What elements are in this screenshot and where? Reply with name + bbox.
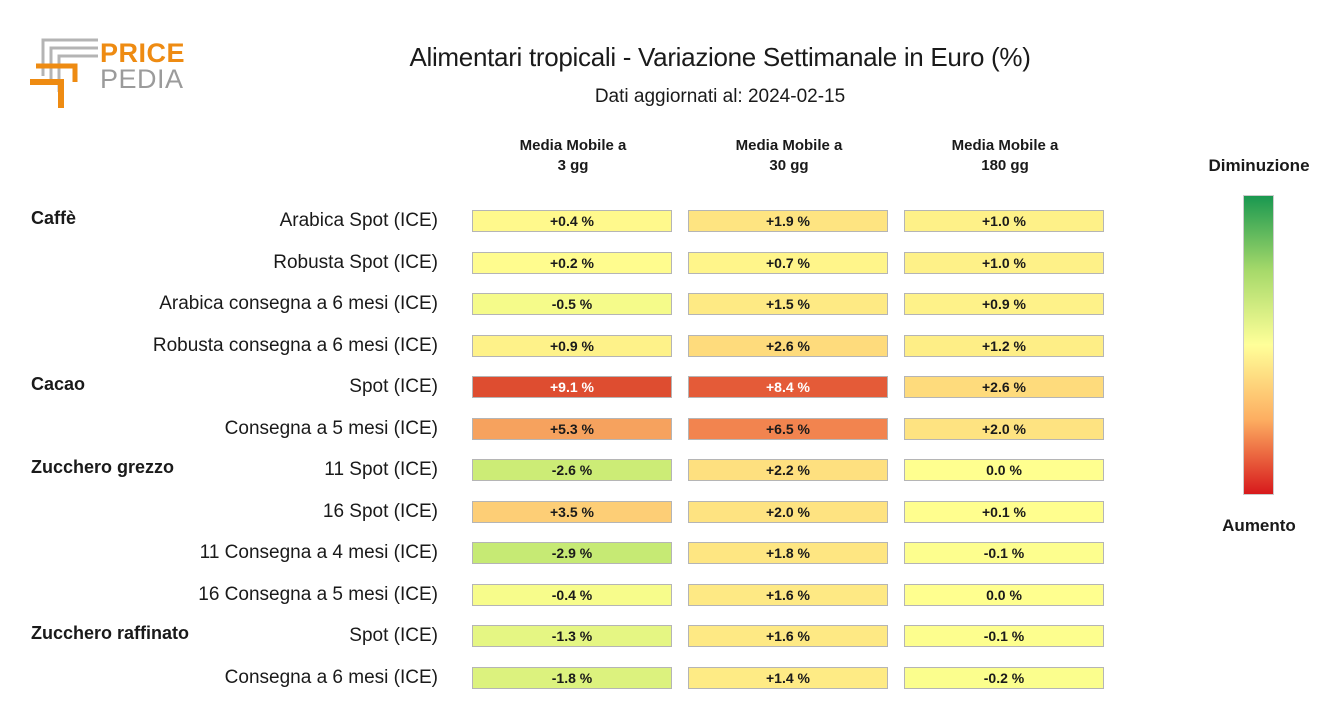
row-label: Robusta Spot (ICE)	[273, 251, 438, 273]
heatmap-cell: +0.1 %	[904, 500, 1104, 523]
heatmap-cell: +9.1 %	[472, 376, 672, 398]
row-label: 11 Spot (ICE)	[324, 459, 438, 480]
heatmap-cell: 0.0 %	[904, 583, 1104, 606]
heatmap-cell: +2.6 %	[688, 334, 888, 357]
heatmap-cell: +1.9 %	[688, 210, 888, 232]
row-label: 11 Consegna a 4 mesi (ICE)	[199, 542, 438, 563]
row-label: Arabica Spot (ICE)	[279, 210, 438, 231]
heatmap-cell: -0.4 %	[472, 583, 672, 606]
pricepedia-logo: PRICE PEDIA	[30, 38, 190, 110]
heatmap-cell: -1.3 %	[472, 625, 672, 647]
logo-word-price: PRICE	[100, 38, 186, 68]
row-label: Robusta consegna a 6 mesi (ICE)	[152, 334, 438, 356]
heatmap-cell: +0.9 %	[904, 293, 1104, 315]
heatmap-cell: -1.8 %	[472, 666, 672, 689]
legend-label-top: Diminuzione	[1208, 156, 1310, 175]
chart-subtitle: Dati aggiornati al: 2024-02-15	[594, 86, 846, 107]
heatmap-cell: +1.2 %	[904, 334, 1104, 357]
heatmap-cell: +0.7 %	[688, 251, 888, 274]
group-label: Caffè	[31, 208, 77, 228]
column-header-line1: Media Mobile a	[951, 137, 1059, 154]
heatmap-cell: +1.0 %	[904, 251, 1104, 274]
column-header-30gg: Media Mobile a 30 gg	[688, 136, 890, 176]
heatmap-cell: -2.6 %	[472, 459, 672, 481]
group-label: Cacao	[31, 374, 86, 394]
logo-word-pedia: PEDIA	[100, 64, 184, 94]
heatmap-cell: +2.6 %	[904, 376, 1104, 398]
legend-label-bottom: Aumento	[1222, 516, 1296, 535]
logo-mark-icon	[30, 38, 98, 108]
heatmap-cell: +1.6 %	[688, 625, 888, 647]
heatmap-cell: +2.0 %	[688, 500, 888, 523]
heatmap-cell: -0.5 %	[472, 293, 672, 315]
group-label: Zucchero raffinato	[31, 623, 190, 643]
column-header-line2: 180 gg	[981, 157, 1029, 174]
row-label: Consegna a 6 mesi (ICE)	[224, 666, 438, 688]
heatmap-cell: +1.8 %	[688, 542, 888, 564]
row-label: Arabica consegna a 6 mesi (ICE)	[159, 293, 438, 314]
row-label: 16 Consegna a 5 mesi (ICE)	[198, 583, 438, 605]
heatmap-cell: +1.4 %	[688, 666, 888, 689]
heatmap-cell: +0.2 %	[472, 251, 672, 274]
column-header-line2: 3 gg	[557, 157, 589, 174]
heatmap-cell: +1.6 %	[688, 583, 888, 606]
heatmap-cell: -0.1 %	[904, 625, 1104, 647]
heatmap-cell: +3.5 %	[472, 500, 672, 523]
heatmap-cell: -0.1 %	[904, 542, 1104, 564]
group-label: Zucchero grezzo	[31, 457, 175, 477]
chart-title: Alimentari tropicali - Variazione Settim…	[409, 42, 1031, 72]
heatmap-cell: +6.5 %	[688, 417, 888, 440]
row-label: Consegna a 5 mesi (ICE)	[224, 417, 438, 439]
heatmap-cell: +0.4 %	[472, 210, 672, 232]
heatmap-cell: 0.0 %	[904, 459, 1104, 481]
row-label: Spot (ICE)	[349, 376, 438, 397]
column-header-line1: Media Mobile a	[735, 137, 843, 154]
heatmap-cell: -0.2 %	[904, 666, 1104, 689]
row-label: Spot (ICE)	[349, 625, 438, 646]
heatmap-cell: +0.9 %	[472, 334, 672, 357]
heatmap-cell: -2.9 %	[472, 542, 672, 564]
heatmap-cell: +2.0 %	[904, 417, 1104, 440]
column-header-3gg: Media Mobile a 3 gg	[472, 136, 674, 176]
heatmap-cell: +1.5 %	[688, 293, 888, 315]
row-label: 16 Spot (ICE)	[322, 500, 438, 522]
heatmap-cell: +1.0 %	[904, 210, 1104, 232]
heatmap-cell: +8.4 %	[688, 376, 888, 398]
column-header-180gg: Media Mobile a 180 gg	[904, 136, 1106, 176]
heatmap-cell: +2.2 %	[688, 459, 888, 481]
column-header-line1: Media Mobile a	[519, 137, 627, 154]
column-header-line2: 30 gg	[769, 157, 809, 174]
legend-colorbar	[1243, 195, 1274, 495]
heatmap-cell: +5.3 %	[472, 417, 672, 440]
